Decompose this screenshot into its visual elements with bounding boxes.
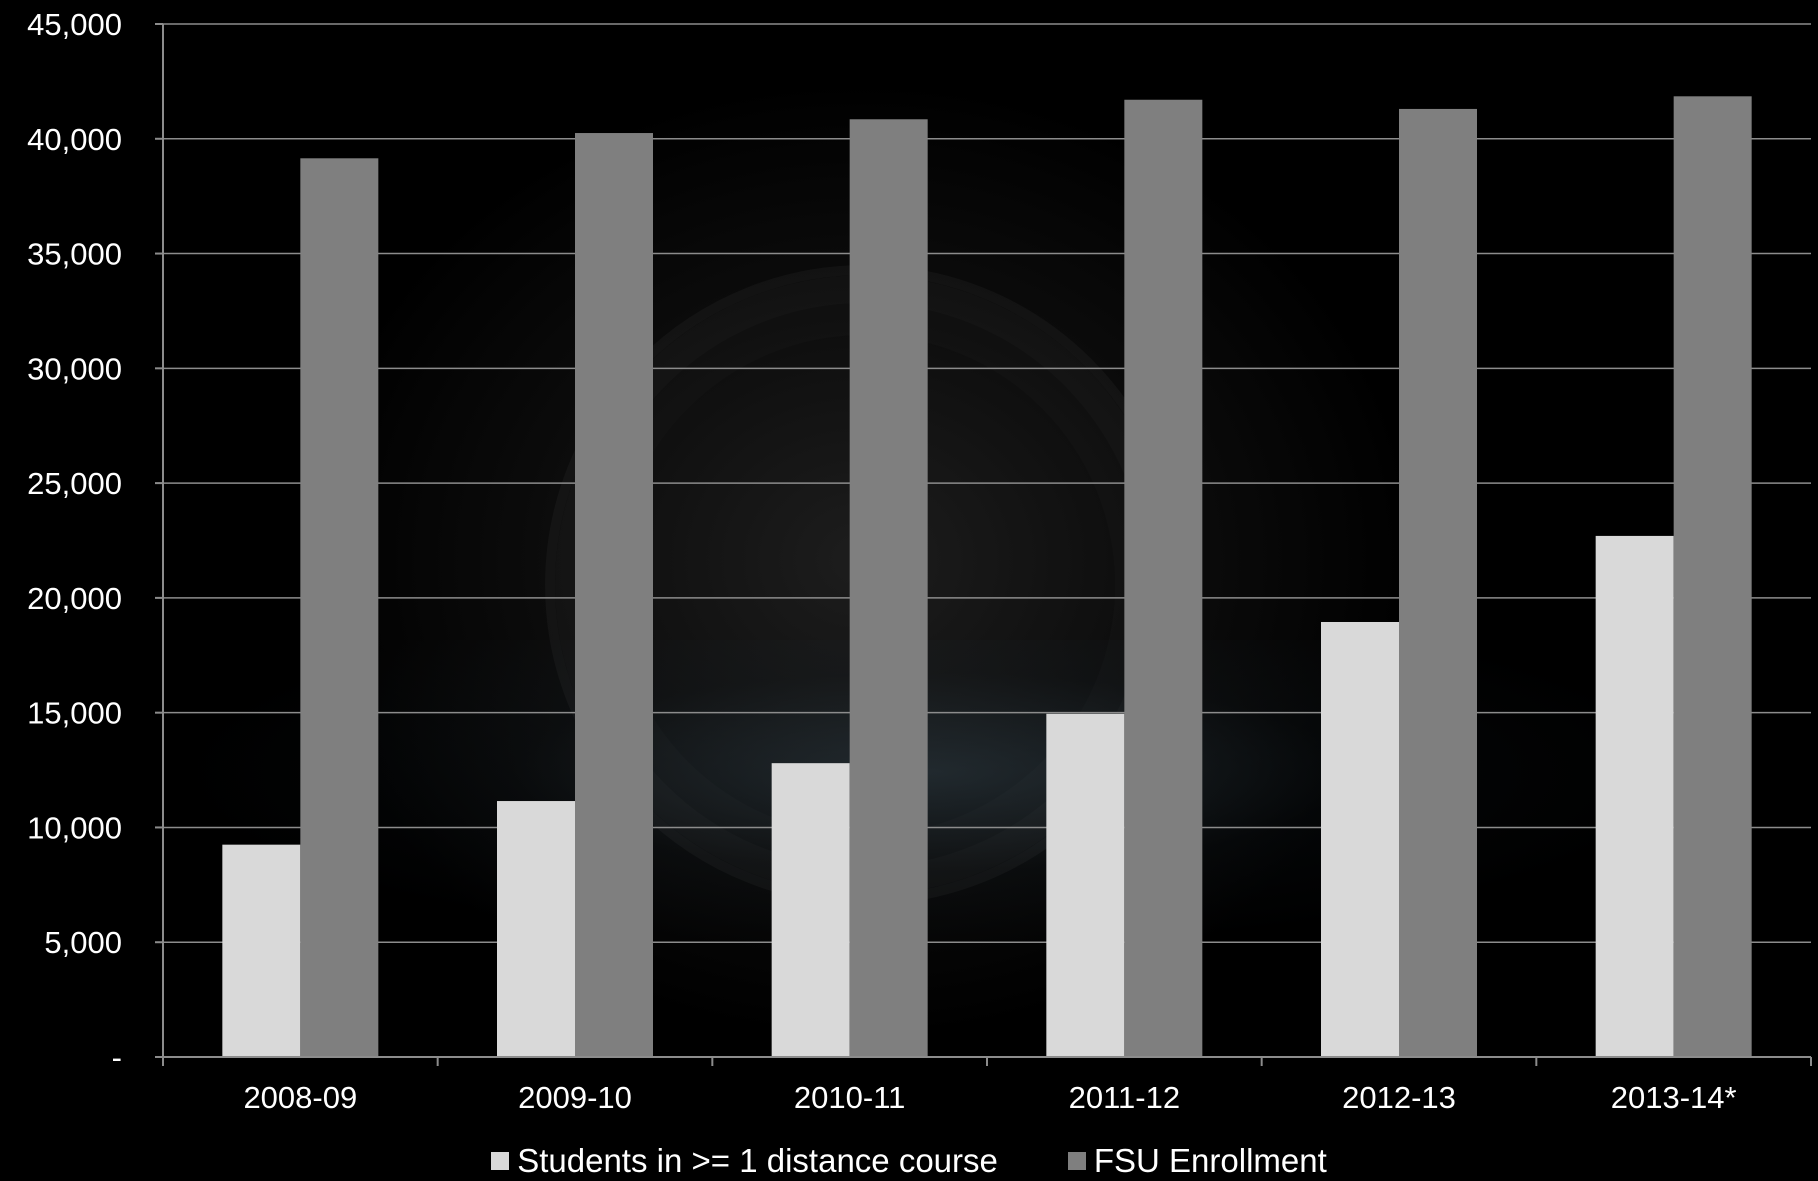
bar-distance-students xyxy=(497,801,575,1057)
chart-legend: Students in >= 1 distance course FSU Enr… xyxy=(0,1140,1818,1181)
bar-fsu-enrollment xyxy=(1399,109,1477,1057)
y-tick-label: 40,000 xyxy=(27,122,122,157)
legend-item-distance: Students in >= 1 distance course xyxy=(491,1142,998,1180)
y-tick-label: 30,000 xyxy=(27,351,122,386)
bar-fsu-enrollment xyxy=(575,133,653,1057)
bar-distance-students xyxy=(222,845,300,1057)
y-tick-label: 10,000 xyxy=(27,810,122,845)
y-tick-label: 5,000 xyxy=(44,925,122,960)
bar-fsu-enrollment xyxy=(300,158,378,1057)
y-tick-label: 45,000 xyxy=(27,7,122,42)
bar-distance-students xyxy=(1046,714,1124,1057)
legend-swatch-distance xyxy=(491,1152,509,1170)
legend-label-distance: Students in >= 1 distance course xyxy=(517,1142,998,1180)
bar-fsu-enrollment xyxy=(850,119,928,1057)
x-tick-label: 2012-13 xyxy=(1342,1080,1456,1115)
x-tick-label: 2011-12 xyxy=(1069,1080,1180,1115)
axes xyxy=(155,24,1811,1066)
x-tick-label: 2013-14* xyxy=(1611,1080,1737,1115)
bar-distance-students xyxy=(1596,536,1674,1057)
bar-distance-students xyxy=(1321,622,1399,1057)
gridlines xyxy=(163,24,1811,942)
bar-fsu-enrollment xyxy=(1674,96,1752,1057)
y-tick-label: 25,000 xyxy=(27,466,122,501)
y-tick-label: 20,000 xyxy=(27,581,122,616)
legend-swatch-enrollment xyxy=(1068,1152,1086,1170)
bars xyxy=(222,96,1751,1057)
bar-fsu-enrollment xyxy=(1124,100,1202,1057)
legend-label-enrollment: FSU Enrollment xyxy=(1094,1142,1327,1180)
x-tick-label: 2009-10 xyxy=(518,1080,632,1115)
y-tick-label: - xyxy=(112,1040,122,1075)
bar-distance-students xyxy=(772,763,850,1057)
x-tick-label: 2010-11 xyxy=(794,1080,905,1115)
legend-item-enrollment: FSU Enrollment xyxy=(1068,1142,1327,1180)
x-tick-label: 2008-09 xyxy=(243,1080,357,1115)
y-tick-label: 35,000 xyxy=(27,237,122,272)
y-tick-label: 15,000 xyxy=(27,696,122,731)
